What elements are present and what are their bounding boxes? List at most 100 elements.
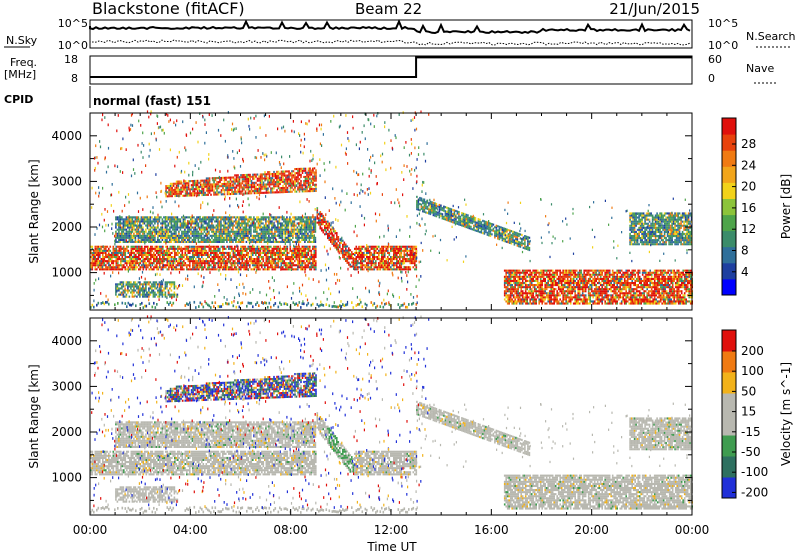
power-cell (402, 260, 404, 263)
power-cell (229, 236, 231, 239)
power-cell (521, 282, 524, 285)
power-cell (268, 266, 271, 269)
power-cell (474, 221, 477, 224)
power-cell (482, 232, 484, 235)
power-cell (126, 268, 128, 271)
power-cell (512, 288, 515, 291)
power-cell (366, 262, 368, 265)
power-cell (247, 224, 249, 227)
power-cell (231, 247, 233, 250)
power-cell (387, 247, 389, 250)
power-cell (305, 224, 308, 227)
power-cell (159, 247, 161, 250)
power-cell (168, 268, 170, 271)
power-cell (106, 253, 109, 256)
power-cell (234, 264, 236, 267)
power-cell (169, 240, 171, 243)
power-cell (244, 253, 247, 256)
power-cell (155, 218, 158, 221)
power-cell (437, 205, 439, 208)
power-cell (286, 266, 289, 269)
power-cell (254, 226, 257, 229)
power-cell (275, 216, 278, 219)
power-cell (139, 262, 142, 265)
cpid-text: normal (fast) 151 (93, 94, 211, 108)
power-cell (288, 258, 290, 261)
power-cell (233, 230, 236, 233)
power-cell (117, 268, 119, 271)
power-cell (109, 266, 112, 269)
power-cell (306, 266, 308, 269)
power-cell (234, 260, 236, 263)
power-cell (279, 178, 281, 181)
power-cell (298, 238, 300, 241)
power-cell (494, 236, 496, 239)
power-cell (220, 251, 223, 254)
power-cell (119, 222, 122, 225)
power-cell (393, 245, 395, 248)
power-cell (166, 262, 169, 265)
power-cell (504, 232, 507, 235)
power-cell (141, 249, 143, 252)
power-cell (381, 256, 383, 259)
power-cell (301, 268, 304, 271)
power-cell (152, 228, 155, 231)
power-cell (506, 279, 509, 282)
power-cell (357, 262, 359, 265)
power-cell (253, 183, 256, 186)
power-cell (446, 206, 448, 209)
power-cell (508, 290, 510, 293)
power-cell (105, 264, 107, 267)
power-cell (523, 298, 525, 301)
power-cell (312, 179, 314, 182)
power-cell (137, 228, 140, 231)
power-cell (256, 228, 258, 231)
power-cell (355, 268, 358, 271)
power-cell (387, 256, 389, 259)
power-cell (123, 247, 125, 250)
power-cell (238, 226, 240, 229)
power-cell (423, 206, 426, 209)
power-cell (310, 177, 313, 180)
power-cell (158, 230, 161, 233)
power-cell (319, 219, 322, 222)
power-cell (128, 224, 131, 227)
power-cell (515, 294, 518, 297)
power-cell (131, 224, 134, 227)
power-cell (156, 266, 158, 269)
power-cell (204, 191, 206, 194)
power-cell (242, 226, 245, 229)
power-cell (459, 215, 462, 218)
power-cell (304, 249, 307, 252)
power-cell (213, 191, 215, 194)
power-cell (290, 230, 293, 233)
power-cell (237, 253, 239, 256)
power-cell (315, 185, 317, 188)
power-cell (276, 251, 278, 254)
power-cell (248, 218, 251, 221)
power-cell (229, 268, 232, 271)
power-cell (414, 251, 416, 254)
nave-tick-low: 0 (708, 72, 715, 85)
power-cell (171, 266, 173, 269)
power-cell (148, 216, 150, 219)
power-cell (296, 226, 299, 229)
power-cell (177, 245, 179, 248)
power-cell (376, 245, 379, 248)
power-cell (122, 240, 125, 243)
power-cell (373, 266, 376, 269)
power-cell (182, 236, 185, 239)
power-cell (280, 230, 282, 233)
power-cell (180, 266, 182, 269)
power-cell (280, 260, 283, 263)
power-cell (148, 234, 150, 237)
power-cell (217, 222, 219, 225)
power-cell (444, 206, 447, 209)
power-cell (181, 251, 184, 254)
power-cell (289, 260, 292, 263)
power-cell (394, 264, 397, 267)
power-cell (300, 262, 302, 265)
power-cell (360, 264, 362, 267)
power-cell (105, 249, 107, 252)
power-cell (508, 296, 510, 299)
